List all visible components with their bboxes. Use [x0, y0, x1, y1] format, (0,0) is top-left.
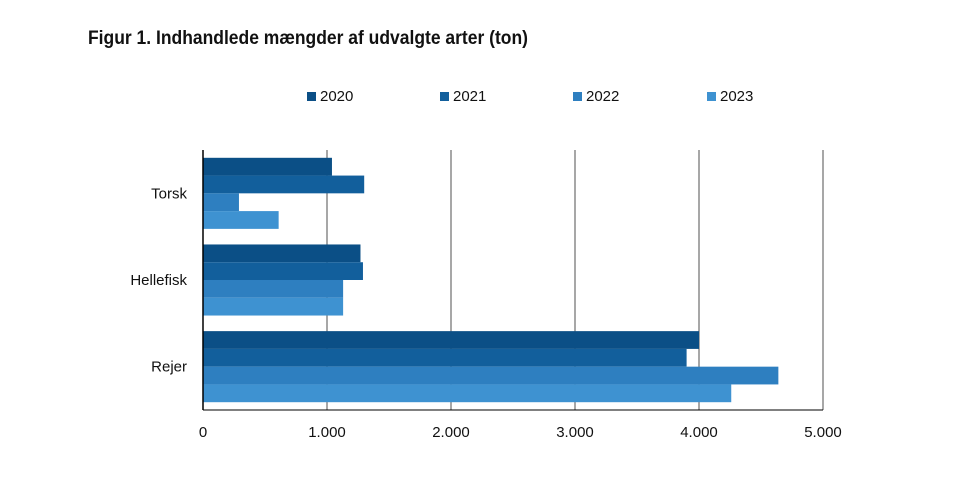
- legend-swatch-2022: [573, 92, 582, 101]
- legend-item-2021: 2021: [440, 88, 486, 105]
- x-tick-label-5: 5.000: [804, 424, 842, 441]
- x-tick-label-0: 0: [199, 424, 207, 441]
- y-tick-label-hellefisk: Hellefisk: [130, 272, 187, 289]
- bar-rejer-2023: [203, 384, 732, 403]
- bar-rejer-2022: [203, 366, 779, 385]
- bar-hellefisk-2023: [203, 297, 344, 316]
- y-tick-label-rejer: Rejer: [151, 359, 187, 376]
- legend-label-2021: 2021: [453, 88, 487, 105]
- bar-hellefisk-2020: [203, 244, 361, 263]
- x-tick-label-3: 3.000: [556, 424, 594, 441]
- legend-item-2020: 2020: [307, 88, 353, 105]
- bar-torsk-2020: [203, 157, 332, 176]
- bar-torsk-2022: [203, 193, 239, 212]
- bar-hellefisk-2021: [203, 262, 363, 280]
- legend-label-2023: 2023: [720, 88, 754, 105]
- legend-item-2022: 2022: [573, 88, 619, 105]
- bar-torsk-2021: [203, 175, 365, 194]
- legend-item-2023: 2023: [707, 88, 753, 105]
- y-tick-label-torsk: Torsk: [151, 185, 187, 202]
- bar-rejer-2021: [203, 348, 687, 367]
- bar-rejer-2020: [203, 331, 699, 349]
- x-tick-label-4: 4.000: [680, 424, 718, 441]
- chart-title: Figur 1. Indhandlede mængder af udvalgte…: [88, 28, 528, 49]
- legend-swatch-2023: [707, 92, 716, 101]
- legend-swatch-2021: [440, 92, 449, 101]
- legend-label-2022: 2022: [586, 88, 620, 105]
- bar-torsk-2023: [203, 211, 279, 229]
- legend: 2020 2021 2022 2023: [0, 88, 960, 112]
- legend-swatch-2020: [307, 92, 316, 101]
- bar-hellefisk-2022: [203, 280, 344, 298]
- x-tick-label-2: 2.000: [432, 424, 470, 441]
- legend-label-2020: 2020: [320, 88, 354, 105]
- x-tick-label-1: 1.000: [308, 424, 346, 441]
